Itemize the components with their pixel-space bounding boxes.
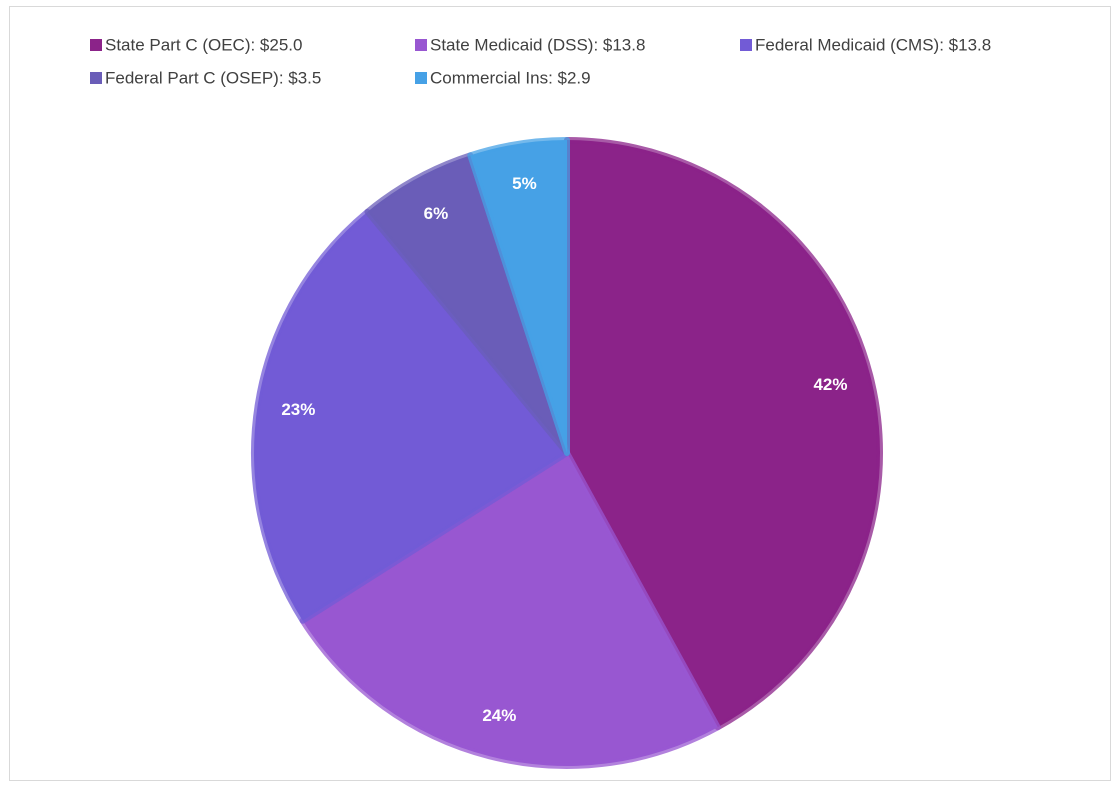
data-label: 23% [281, 400, 315, 419]
legend-swatch [415, 39, 427, 51]
legend-label: Federal Part C (OSEP): $3.5 [105, 68, 321, 87]
data-label: 6% [424, 204, 449, 223]
legend-label: Federal Medicaid (CMS): $13.8 [755, 35, 991, 54]
pie-slice [299, 450, 721, 769]
legend-label: Commercial Ins: $2.9 [430, 68, 591, 87]
legend-label: State Medicaid (DSS): $13.8 [430, 35, 645, 54]
legend-swatch [90, 39, 102, 51]
legend-swatch [90, 72, 102, 84]
legend-swatch [415, 72, 427, 84]
legend-label: State Part C (OEC): $25.0 [105, 35, 302, 54]
pie-slice [564, 137, 883, 731]
data-label: 42% [813, 375, 847, 394]
legend-swatch [740, 39, 752, 51]
data-label: 5% [512, 174, 537, 193]
pie-slice [467, 137, 570, 456]
pie-slice [251, 208, 570, 624]
data-label: 24% [482, 706, 516, 725]
